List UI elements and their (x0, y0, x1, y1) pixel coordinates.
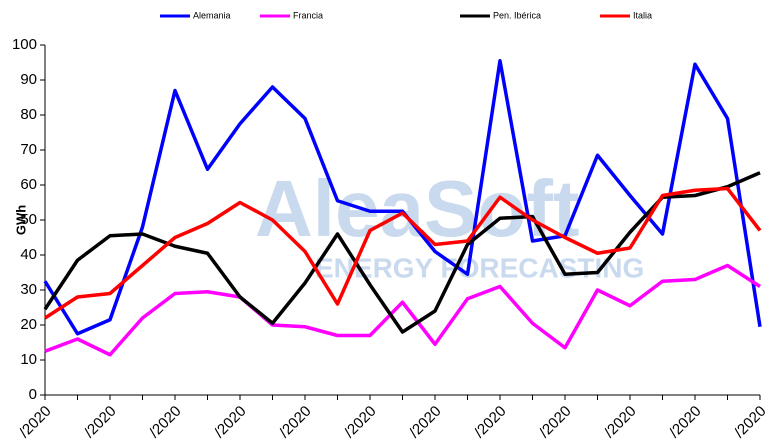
y-tick-label: 30 (20, 281, 37, 298)
y-tick-label: 40 (20, 246, 37, 263)
y-axis-label: GWh (13, 205, 28, 235)
legend-label: Alemania (193, 10, 231, 20)
legend-label: Pen. Ibérica (493, 10, 541, 20)
x-tick-label: /2020 (276, 403, 315, 440)
series-line (44, 186, 762, 320)
legend-label: Francia (293, 10, 323, 20)
y-tick-label: 0 (29, 386, 37, 403)
y-tick-label: 100 (12, 36, 37, 53)
x-tick-label: /2020 (666, 403, 705, 440)
y-tick-label: 10 (20, 351, 37, 368)
x-tick-label: /2020 (601, 403, 640, 440)
x-tick-label: /2020 (16, 403, 55, 440)
x-tick-label: /2020 (81, 403, 120, 440)
x-tick-label: /2020 (731, 403, 770, 440)
y-tick-label: 90 (20, 71, 37, 88)
y-tick-label: 70 (20, 141, 37, 158)
y-tick-label: 50 (20, 211, 37, 228)
y-tick-label: 20 (20, 316, 37, 333)
x-tick-label: /2020 (146, 403, 185, 440)
x-tick-label: /2020 (536, 403, 575, 440)
legend-label: Italia (633, 10, 652, 20)
series-line (44, 263, 761, 357)
x-tick-label: /2020 (211, 403, 250, 440)
y-tick-label: 80 (20, 106, 37, 123)
x-tick-label: /2020 (406, 403, 445, 440)
series-line (43, 171, 761, 334)
x-tick-label: /2020 (341, 403, 380, 440)
x-tick-label: /2020 (471, 403, 510, 440)
y-tick-label: 60 (20, 176, 37, 193)
watermark-tagline: ENERGY FORECASTING (315, 252, 644, 283)
